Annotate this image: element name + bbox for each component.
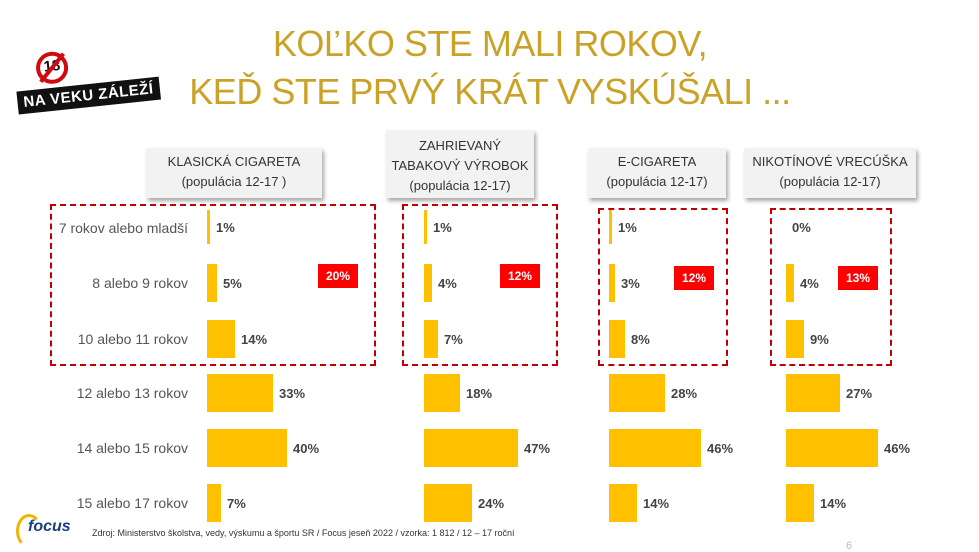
young-age-highlight-box [50,204,376,366]
header-subtitle: (populácia 12-17) [606,174,708,189]
focus-brand: focus [28,518,71,535]
young-age-highlight-box [770,208,892,366]
sum-badge: 12% [674,266,714,290]
bar [207,484,221,522]
row-label: 10 alebo 11 rokov [77,331,188,347]
header-heated-tobacco: ZAHRIEVANÝ TABAKOVÝ VÝROBOK (populácia 1… [386,130,534,198]
bar [786,374,840,412]
data-label: 46% [707,441,734,456]
data-label: 40% [293,441,320,456]
data-label: 4% [438,276,457,291]
header-title: E-CIGARETA [617,154,697,169]
page-title-line-1: KOĽKO STE MALI ROKOV, [272,23,708,64]
bar [207,264,217,302]
data-label: 1% [618,220,637,235]
page-title-line-2: KEĎ STE PRVÝ KRÁT VYSKÚŠALI ... [189,71,791,112]
header-nicotine-pouches: NIKOTÍNOVÉ VRECÚŠKA (populácia 12-17) [744,148,916,198]
bar [609,374,665,412]
bar [424,374,460,412]
bar [609,484,637,522]
data-label: 14% [820,496,847,511]
data-label: 7% [227,496,246,511]
bar [207,210,210,244]
bar [207,429,287,467]
data-label: 8% [631,332,650,347]
header-title-line-2: TABAKOVÝ VÝROBOK [391,158,529,173]
data-label: 14% [241,332,268,347]
bar [609,429,701,467]
data-label: 9% [810,332,829,347]
bar [609,264,615,302]
data-label: 47% [524,441,551,456]
age-18-logo: 18 NA VEKU ZÁLEŽÍ [10,36,168,131]
bar [207,320,235,358]
bar [786,320,804,358]
row-label: 8 alebo 9 rokov [92,275,188,291]
row-label: 12 alebo 13 rokov [76,385,188,401]
header-title: KLASICKÁ CIGARETA [167,154,301,169]
data-label: 1% [216,220,235,235]
header-title: NIKOTÍNOVÉ VRECÚŠKA [752,154,908,169]
data-label: 24% [478,496,505,511]
data-label: 4% [800,276,819,291]
bar [424,429,518,467]
data-label: 5% [223,276,242,291]
header-e-cigarette: E-CIGARETA (populácia 12-17) [588,148,726,198]
data-label: 46% [884,441,911,456]
source-note: Zdroj: Ministerstvo školstva, vedy, výsk… [92,528,515,538]
row-label: 14 alebo 15 rokov [76,440,188,456]
sum-badge: 13% [838,266,878,290]
sum-badge: 12% [500,264,540,288]
data-label: 7% [444,332,463,347]
focus-logo: focus [16,510,78,548]
bar [424,484,472,522]
data-label: 33% [279,386,306,401]
page-number: 6 [846,540,853,552]
bar [609,210,612,244]
bar [207,374,273,412]
data-label: 0% [792,220,811,235]
header-subtitle: (populácia 12-17) [779,174,881,189]
logo-slogan: NA VEKU ZÁLEŽÍ [16,76,161,115]
data-label: 28% [671,386,698,401]
data-label: 1% [433,220,452,235]
row-label: 7 rokov alebo mladší [58,220,188,236]
data-label: 14% [643,496,670,511]
bar [424,210,427,244]
sum-badge: 20% [318,264,358,288]
bar [786,484,814,522]
young-age-highlight-box [598,208,728,366]
bar [609,320,625,358]
header-subtitle: (populácia 12-17 ) [181,174,287,189]
bar [424,320,438,358]
data-label: 18% [466,386,493,401]
data-label: 27% [846,386,873,401]
header-subtitle: (populácia 12-17) [409,178,511,193]
header-cigarette: KLASICKÁ CIGARETA (populácia 12-17 ) [146,148,322,198]
young-age-highlight-box [402,204,558,366]
bar [786,429,878,467]
row-label: 15 alebo 17 rokov [76,495,188,511]
swoosh-icon [16,514,42,548]
data-label: 3% [621,276,640,291]
bar [424,264,432,302]
header-title-line-1: ZAHRIEVANÝ [418,138,502,153]
bar [786,264,794,302]
